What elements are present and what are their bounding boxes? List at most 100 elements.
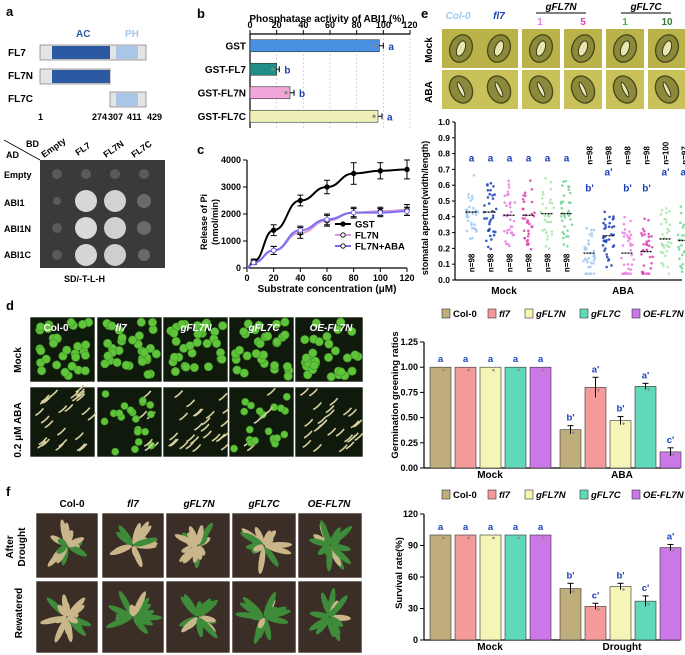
- stomata-pore: [578, 81, 588, 98]
- e-col-gfl7c-10: 10: [661, 17, 673, 28]
- chart-e-point: [544, 176, 547, 180]
- chart-e-point: [567, 214, 571, 217]
- chart-e-point: [626, 263, 630, 266]
- chart-c-point: [350, 170, 357, 177]
- chart-f-bar: [634, 600, 657, 641]
- chart-e-point: [491, 194, 494, 197]
- seedling-cotyledon: [185, 341, 195, 351]
- chart-e-point: [645, 240, 648, 244]
- chart-b-letter: b: [299, 89, 305, 100]
- ad-row-abi1: ABI1: [4, 198, 25, 208]
- seedling-cotyledon: [126, 406, 135, 415]
- seedling-etiolated: [38, 436, 48, 446]
- plant-leaf: [115, 612, 133, 620]
- seedling-cotyledon: [133, 427, 142, 436]
- seedling-cotyledon: [280, 317, 290, 327]
- chart-e-point: [530, 187, 534, 191]
- chart-f-point: [597, 608, 600, 611]
- panel-label-e: e: [421, 6, 429, 21]
- plant-leaf: [326, 546, 333, 572]
- f-col-col0: Col-0: [60, 499, 85, 510]
- chart-f-legend-swatch: [524, 489, 534, 500]
- seedling-cotyledon: [48, 338, 58, 348]
- chart-e-point: [508, 228, 511, 231]
- seedling-cotyledon: [73, 341, 83, 351]
- chart-e-point: [545, 220, 548, 224]
- chart-c-x-tick-label: 20: [269, 273, 279, 283]
- stomata-pore: [619, 40, 631, 57]
- chart-f-bar: [529, 534, 552, 641]
- seedling-cotyledon: [147, 318, 157, 328]
- chart-f-group-drought: Drought: [603, 642, 643, 653]
- chart-b-tick-label: 0: [247, 20, 252, 30]
- seedling-cotyledon: [128, 335, 138, 345]
- seedling-cotyledon: [52, 360, 62, 370]
- chart-f-bar: [609, 586, 632, 641]
- chart-e-point: [522, 200, 526, 204]
- chart-e-point: [592, 228, 596, 232]
- chart-e-point: [570, 223, 574, 226]
- chart-e-point: [667, 241, 670, 244]
- chart-e-point: [469, 199, 473, 202]
- chart-e-points: a n=98 a n=98 a n=98 a n=98 a n=98 a n=98 b' n=98 a' n=…: [464, 141, 685, 275]
- chart-d-bar: [529, 366, 552, 469]
- chart-e-point: [584, 248, 587, 251]
- seedling-cotyledon: [111, 447, 120, 456]
- chart-e-letter: a: [507, 154, 513, 165]
- y2h-spot: [53, 197, 61, 205]
- chart-f-bar: [659, 547, 682, 641]
- chart-e-point: [612, 217, 615, 220]
- chart-c-x-tick-label: 60: [322, 273, 332, 283]
- chart-b-tick-label: 100: [376, 20, 391, 30]
- fl7n-ac-domain: [52, 70, 110, 83]
- chart-e-point: [629, 272, 632, 275]
- seedling-cotyledon: [273, 434, 282, 443]
- chart-d-bar: [429, 366, 452, 469]
- y2h-spot: [81, 169, 91, 179]
- plant-leaf: [67, 606, 82, 618]
- f-row-after: After: [5, 535, 16, 558]
- seedling-cotyledon: [326, 372, 336, 382]
- chart-e-point: [610, 226, 614, 229]
- seedling-cotyledon: [121, 360, 131, 370]
- chart-d-bar: [634, 386, 657, 469]
- stomata-pore: [456, 81, 466, 98]
- chart-e-point: [628, 230, 631, 233]
- plant-photo: [35, 580, 99, 654]
- f-row-drought: Drought: [17, 527, 28, 567]
- plant-leaf: [133, 591, 147, 616]
- chart-e-y-tick-label: 0.7: [438, 164, 450, 174]
- y2h-spot: [137, 221, 151, 235]
- chart-e-point: [621, 272, 624, 275]
- chart-e-n-label: n=98: [563, 253, 572, 272]
- chart-b-title: Phosphatase activity of ABI1 (%): [249, 14, 404, 25]
- plant-leaf: [254, 526, 265, 545]
- seedling-cotyledon: [143, 369, 153, 379]
- plant-leaf: [181, 617, 198, 633]
- chart-c-y-tick-label: 0: [236, 263, 241, 273]
- seedling-cotyledon: [309, 361, 319, 371]
- chart-e-point: [681, 262, 685, 266]
- seedling-cotyledon: [234, 345, 244, 355]
- chart-f-point: [517, 536, 520, 540]
- y2h-spot: [104, 217, 126, 239]
- chart-f-bar: [479, 534, 502, 641]
- chart-d-letter: a: [463, 354, 469, 365]
- chart-e-point: [466, 219, 470, 223]
- seedling-cotyledon: [137, 357, 147, 367]
- chart-e-point: [660, 222, 663, 226]
- chart-e-point: [623, 231, 626, 235]
- chart-c-point: [350, 209, 357, 216]
- seedling-etiolated: [169, 432, 179, 441]
- y2h-spot: [138, 249, 150, 261]
- seedling-cotyledon: [270, 361, 280, 371]
- chart-e-y-tick-label: 0.5: [438, 196, 450, 206]
- chart-e-point: [610, 233, 613, 236]
- plant-photo: [165, 512, 231, 579]
- e-col-gfl7c-1: 1: [622, 17, 628, 28]
- chart-e-point: [505, 231, 509, 235]
- chart-e-letter: b': [642, 184, 651, 195]
- chart-f-point: [492, 536, 495, 540]
- chart-e-point: [590, 261, 593, 265]
- chart-d-letter: a': [592, 364, 600, 375]
